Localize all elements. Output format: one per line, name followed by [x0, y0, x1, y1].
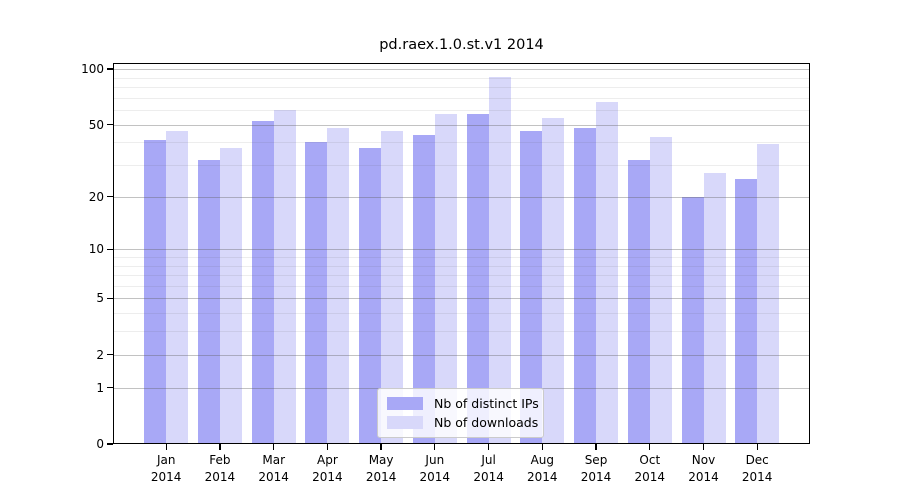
major-gridline-10 — [113, 249, 810, 251]
minor-gridline-3 — [113, 331, 810, 333]
x-tick-label-oct: Oct 2014 — [634, 453, 666, 484]
legend: Nb of distinct IPs Nb of downloads — [377, 388, 544, 438]
minor-gridline-40 — [113, 142, 810, 144]
bars-layer — [113, 63, 810, 444]
x-tick-feb — [219, 444, 221, 450]
x-tick-label-dec: Dec 2014 — [741, 453, 773, 484]
y-tick-label-5: 5 — [96, 291, 104, 306]
x-tick-oct — [649, 444, 651, 450]
bar-apr-ips — [305, 142, 328, 444]
y-tick-label-1: 1 — [96, 380, 104, 395]
minor-gridline-90 — [113, 77, 810, 79]
bar-oct-ips — [627, 159, 650, 444]
major-gridline-2 — [113, 354, 810, 356]
major-gridline-5 — [113, 298, 810, 300]
x-tick-label-sep: Sep 2014 — [580, 453, 612, 484]
minor-gridline-8 — [113, 265, 810, 267]
bar-may-ips — [359, 148, 382, 444]
bar-jan-downloads — [166, 131, 189, 444]
grid-layer — [113, 63, 810, 444]
bar-oct-downloads — [649, 136, 672, 444]
bar-feb-ips — [197, 159, 220, 444]
chart-title: pd.raex.1.0.st.v1 2014 — [379, 37, 544, 53]
x-tick-label-aug: Aug 2014 — [527, 453, 558, 484]
minor-gridline-7 — [113, 275, 810, 276]
bar-mar-downloads — [273, 109, 296, 444]
bar-sep-ips — [574, 127, 597, 444]
y-tick-label-0: 0 — [96, 437, 104, 451]
minor-gridline-9 — [113, 256, 810, 258]
y-tick-2 — [107, 354, 113, 356]
minor-gridline-4 — [113, 313, 810, 315]
y-tick-100 — [107, 68, 113, 70]
y-tick-label-100: 100 — [81, 62, 104, 76]
y-tick-1 — [107, 387, 113, 389]
x-tick-dec — [756, 444, 758, 450]
y-tick-50 — [107, 123, 113, 126]
bar-aug-downloads — [542, 118, 565, 444]
minor-gridline-70 — [113, 97, 810, 99]
bar-jun-ips — [412, 134, 435, 444]
x-tick-may — [380, 444, 382, 450]
bar-sep-downloads — [596, 102, 619, 444]
x-tick-label-mar: Mar 2014 — [258, 453, 289, 484]
y-tick-5 — [107, 297, 113, 300]
legend-item-distinct-ips: Nb of distinct IPs — [387, 396, 539, 411]
bar-jul-downloads — [488, 77, 511, 444]
major-gridline-20 — [113, 196, 810, 198]
x-tick-label-jan: Jan 2014 — [150, 453, 182, 484]
legend-label: Nb of downloads — [434, 415, 539, 431]
major-gridline-50 — [113, 124, 810, 126]
minor-gridline-60 — [113, 110, 810, 111]
bar-jun-downloads — [434, 114, 457, 444]
x-tick-jul — [487, 444, 490, 450]
x-tick-label-jun: Jun 2014 — [419, 453, 451, 484]
y-tick-0 — [107, 443, 113, 445]
x-tick-apr — [326, 444, 329, 450]
minor-gridline-30 — [113, 165, 810, 166]
minor-gridline-6 — [113, 285, 810, 287]
y-tick-label-10: 10 — [88, 242, 104, 257]
bar-feb-downloads — [219, 148, 242, 444]
bar-may-downloads — [381, 131, 404, 444]
x-tick-jan — [165, 444, 167, 450]
bar-dec-downloads — [757, 144, 780, 444]
x-tick-label-apr: Apr 2014 — [312, 453, 343, 484]
plot-area — [113, 63, 810, 444]
x-tick-label-may: May 2014 — [365, 453, 397, 484]
legend-swatch-downloads — [387, 416, 423, 430]
minor-gridline-80 — [113, 86, 810, 88]
bar-nov-downloads — [703, 173, 726, 444]
bar-mar-ips — [251, 121, 274, 444]
bar-jan-ips — [144, 140, 167, 444]
legend-swatch-distinct-ips — [387, 396, 423, 410]
x-tick-aug — [541, 444, 543, 450]
y-tick-20 — [107, 195, 113, 198]
bar-aug-ips — [520, 131, 543, 444]
x-tick-label-nov: Nov 2014 — [688, 453, 719, 484]
y-tick-label-20: 20 — [88, 189, 104, 204]
bar-jul-ips — [466, 114, 489, 444]
y-tick-label-50: 50 — [88, 117, 104, 132]
x-tick-label-jul: Jul 2014 — [473, 453, 504, 484]
x-tick-mar — [273, 444, 275, 450]
bar-apr-downloads — [327, 127, 350, 444]
x-tick-sep — [595, 444, 597, 450]
x-tick-nov — [702, 444, 705, 450]
legend-label: Nb of distinct IPs — [434, 395, 539, 411]
major-gridline-100 — [113, 69, 810, 70]
x-tick-label-feb: Feb 2014 — [204, 453, 236, 484]
x-tick-jun — [434, 444, 436, 450]
bar-nov-ips — [681, 196, 704, 444]
bar-dec-ips — [735, 179, 758, 444]
y-tick-10 — [107, 248, 113, 250]
legend-item-downloads: Nb of downloads — [387, 415, 539, 431]
y-tick-label-2: 2 — [96, 347, 104, 362]
